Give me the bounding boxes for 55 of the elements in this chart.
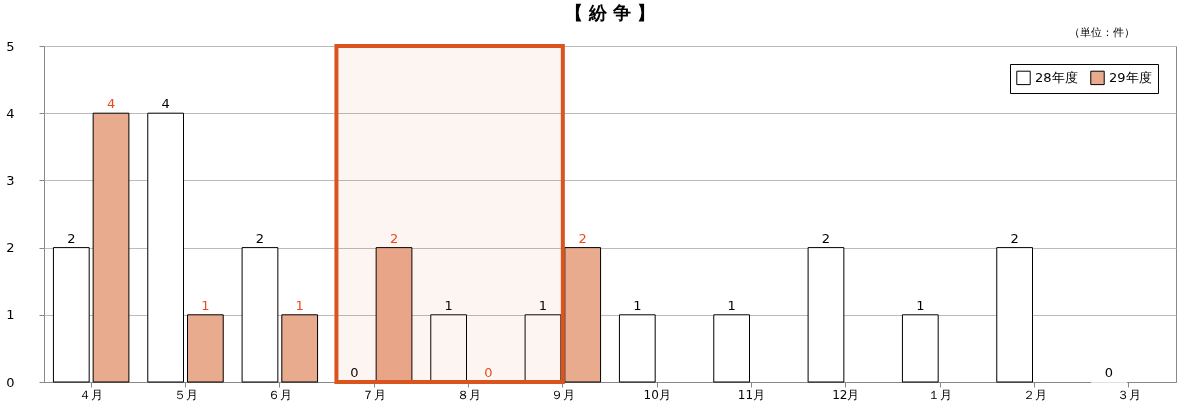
data-label: 2 (67, 230, 76, 246)
x-tick-label: ３月 (1116, 387, 1141, 402)
bar (281, 314, 319, 383)
data-label: 2 (578, 230, 587, 246)
y-tick-label: 0 (6, 374, 15, 390)
data-label: 2 (821, 230, 831, 246)
bar (430, 314, 468, 383)
data-label: 2 (389, 230, 399, 246)
y-tick-label: 4 (6, 105, 15, 121)
legend-label: 29年度 (1109, 69, 1152, 85)
x-tick-label: 12月 (832, 387, 860, 402)
x-tick-label: ６月 (267, 387, 292, 402)
bar (92, 112, 130, 383)
chart-title: 【 紛 争 】 (564, 2, 656, 23)
data-label: 1 (295, 297, 304, 313)
bar (807, 247, 845, 383)
data-label: 2 (255, 230, 265, 246)
y-tick-label: 3 (6, 172, 15, 188)
data-label: 0 (350, 365, 359, 380)
x-tick-label: ７月 (362, 387, 387, 402)
bar (901, 314, 939, 383)
bar (375, 247, 413, 383)
bar (241, 247, 279, 383)
y-tick-label: 2 (6, 240, 15, 256)
data-label: 4 (106, 96, 116, 112)
data-label: 0 (484, 365, 493, 380)
bar (564, 247, 602, 383)
x-tick-label: ５月 (173, 387, 198, 402)
y-tick-label: 1 (6, 307, 15, 323)
x-tick-label: １月 (928, 387, 953, 402)
bar (147, 112, 185, 383)
x-tick-label: ８月 (456, 387, 481, 402)
bar (996, 247, 1034, 383)
data-label: 2 (1010, 230, 1019, 246)
data-label: 4 (161, 96, 170, 112)
x-tick-label: ２月 (1022, 387, 1047, 402)
data-label: 1 (633, 297, 642, 313)
bar (186, 314, 224, 383)
data-label: 1 (444, 297, 453, 313)
bar (524, 314, 562, 383)
text: （単位：件） (1069, 26, 1135, 39)
data-label: 1 (916, 297, 925, 313)
data-label: 1 (201, 297, 210, 313)
bar (52, 247, 90, 383)
bar (618, 314, 656, 383)
data-label: 1 (538, 297, 548, 313)
data-label: 1 (727, 297, 736, 313)
y-tick-label: 5 (6, 38, 15, 54)
legend-label: 28年度 (1035, 69, 1078, 85)
data-label: 0 (1104, 365, 1114, 380)
x-tick-label: ９月 (550, 387, 575, 402)
x-tick-label: 10月 (643, 387, 671, 402)
x-tick-label: 11月 (737, 387, 766, 402)
x-tick-label: ４月 (79, 387, 104, 402)
bar (713, 314, 751, 383)
